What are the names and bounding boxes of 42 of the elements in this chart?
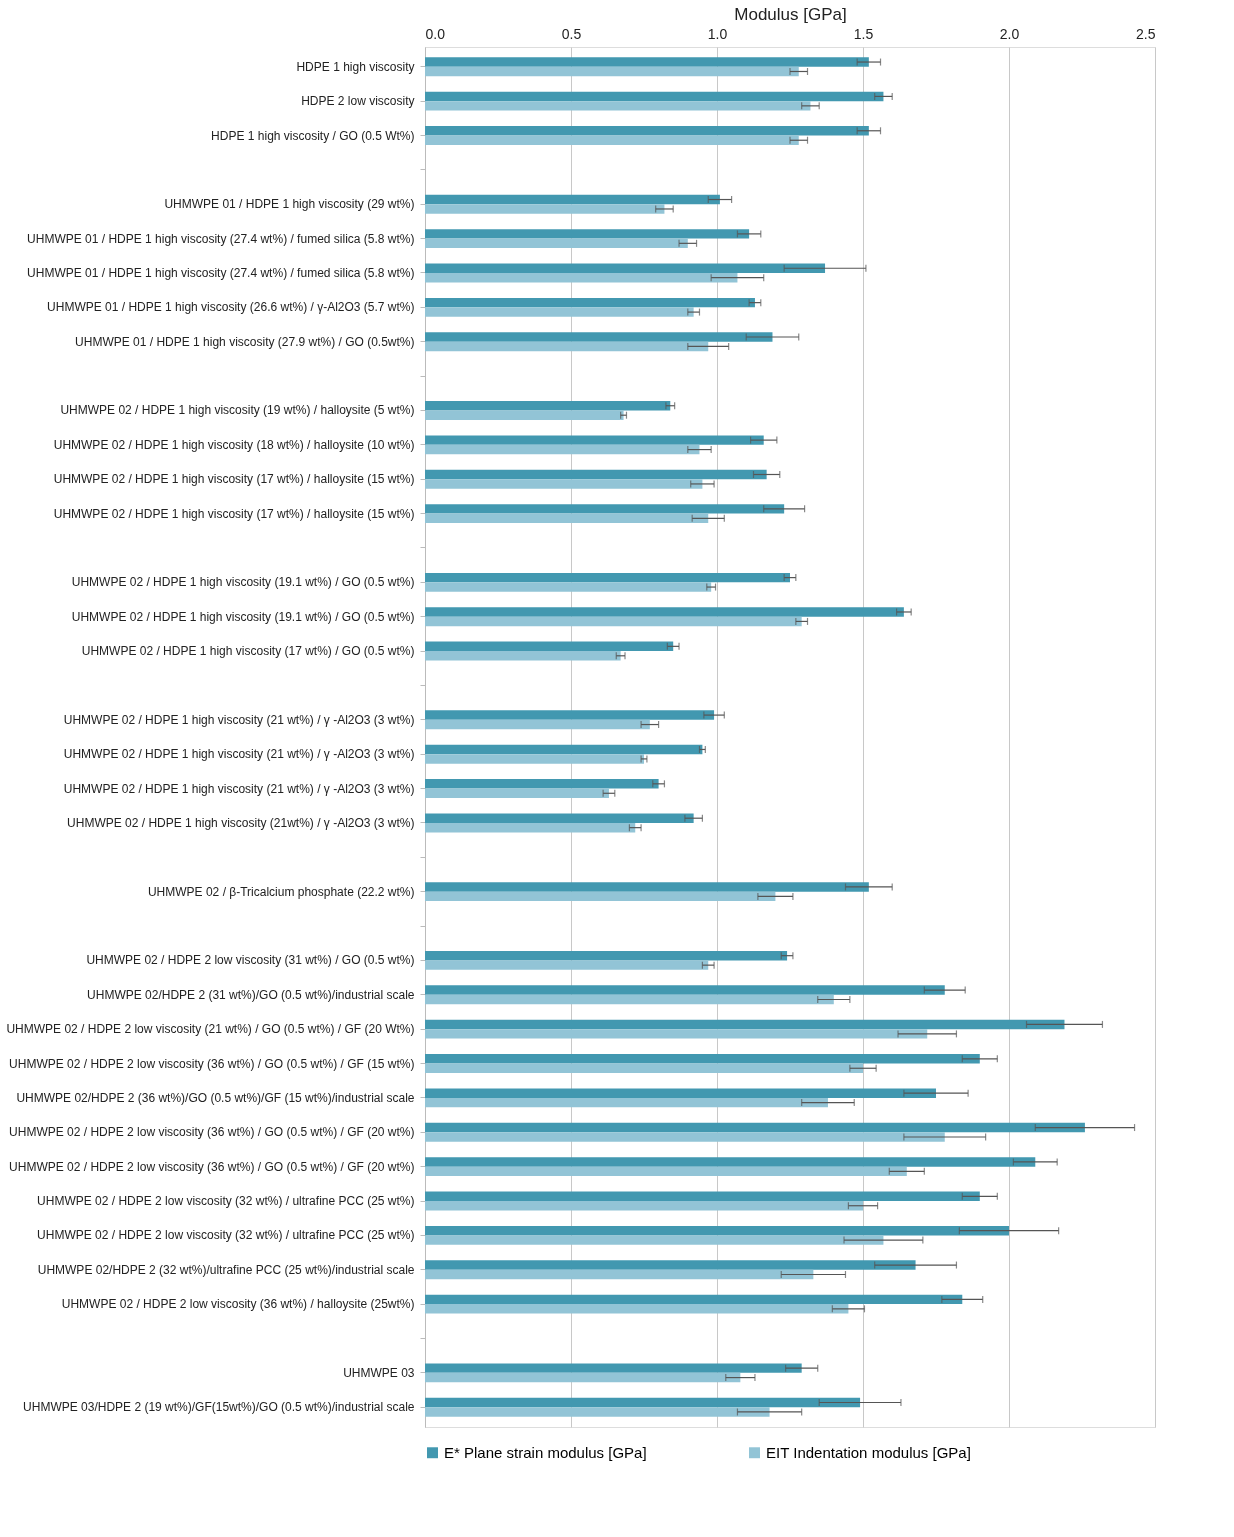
y-tick-label: UHMWPE 02 / HDPE 2 low viscosity (32 wt%) / ultrafine PCC (25 wt%) [37, 1194, 415, 1209]
y-tick-label: UHMWPE 02 / HDPE 2 low viscosity (36 wt%) / GO (0.5 wt%) / GF (15 wt%) [9, 1056, 415, 1071]
y-tick-label: UHMWPE 01 / HDPE 1 high viscosity (27.9 wt%) / GO (0.5wt%) [75, 334, 415, 349]
y-tick-label: UHMWPE 01 / HDPE 1 high viscosity (27.4 wt%) / fumed silica (5.8 wt%) [27, 231, 415, 246]
x-tick-label: 1.0 [707, 25, 728, 42]
y-tick-label: UHMWPE 02 / HDPE 1 high viscosity (19 wt%) / halloysite (5 wt%) [60, 403, 415, 418]
x-tick-label: 0.5 [561, 25, 582, 42]
y-tick-label: UHMWPE 02 / HDPE 2 low viscosity (36 wt%) / GO (0.5 wt%) / GF (20 wt%) [9, 1125, 415, 1140]
y-tick-label: HDPE 1 high viscosity [296, 59, 415, 74]
y-tick-label: UHMWPE 01 / HDPE 1 high viscosity (26.6 wt%) / γ-Al2O3 (5.7 wt%) [47, 300, 415, 315]
y-tick-label: UHMWPE 02 / HDPE 2 low viscosity (31 wt%) / GO (0.5 wt%) [86, 953, 415, 968]
x-tick-label: 1.5 [853, 25, 874, 42]
y-tick-label: UHMWPE 02 / HDPE 1 high viscosity (17 wt%) / GO (0.5 wt%) [81, 644, 415, 659]
y-tick-label: UHMWPE 02 / HDPE 2 low viscosity (21 wt%) / GO (0.5 wt%) / GF (20 Wt%) [6, 1022, 415, 1037]
y-tick-label: UHMWPE 03 [343, 1365, 415, 1380]
x-axis-title: Modulus [GPa] [734, 4, 847, 24]
legend-label: EIT Indentation modulus [GPa] [766, 1443, 971, 1461]
y-tick-label: UHMWPE 02 / HDPE 1 high viscosity (21 wt%) / γ -Al2O3 (3 wt%) [63, 781, 415, 796]
y-tick-label: UHMWPE 02 / HDPE 2 low viscosity (36 wt%) / GO (0.5 wt%) / GF (20 wt%) [9, 1159, 415, 1174]
y-tick-label: UHMWPE 02 / HDPE 1 high viscosity (17 wt%) / halloysite (15 wt%) [53, 506, 415, 521]
x-tick-label: 2.5 [1136, 25, 1156, 42]
x-tick-label: 0.0 [425, 25, 446, 42]
y-tick-label: UHMWPE 02 / β-Tricalcium phosphate (22.2 wt%) [147, 884, 415, 899]
y-tick-label: HDPE 1 high viscosity / GO (0.5 Wt%) [211, 128, 415, 143]
y-tick-label: UHMWPE 02 / HDPE 1 high viscosity (21wt%) / γ -Al2O3 (3 wt%) [67, 815, 415, 830]
y-tick-label: UHMWPE 02 / HDPE 1 high viscosity (18 wt%) / halloysite (10 wt%) [53, 437, 415, 452]
legend-label: E* Plane strain modulus [GPa] [444, 1443, 647, 1461]
y-tick-label: UHMWPE 02/HDPE 2 (31 wt%)/GO (0.5 wt%)/industrial scale [87, 987, 415, 1002]
y-tick-label: UHMWPE 01 / HDPE 1 high viscosity (27.4 wt%) / fumed silica (5.8 wt%) [27, 265, 415, 280]
y-tick-label: UHMWPE 02 / HDPE 2 low viscosity (32 wt%) / ultrafine PCC (25 wt%) [37, 1228, 415, 1243]
y-tick-label: UHMWPE 02/HDPE 2 (36 wt%)/GO (0.5 wt%)/GF (15 wt%)/industrial scale [16, 1090, 415, 1105]
y-tick-label: UHMWPE 03/HDPE 2 (19 wt%)/GF(15wt%)/GO (0.5 wt%)/industrial scale [23, 1400, 415, 1415]
y-tick-label: UHMWPE 02 / HDPE 1 high viscosity (21 wt%) / γ -Al2O3 (3 wt%) [63, 747, 415, 762]
y-tick-label: UHMWPE 02 / HDPE 1 high viscosity (17 wt%) / halloysite (15 wt%) [53, 472, 415, 487]
y-tick-label: UHMWPE 02 / HDPE 1 high viscosity (19.1 wt%) / GO (0.5 wt%) [71, 575, 415, 590]
y-tick-label: UHMWPE 02 / HDPE 2 low viscosity (36 wt%) / halloysite (25wt%) [61, 1297, 415, 1312]
y-tick-label: UHMWPE 01 / HDPE 1 high viscosity (29 wt%) [164, 197, 415, 212]
y-tick-label: HDPE 2 low viscosity [301, 94, 415, 109]
y-tick-label: UHMWPE 02/HDPE 2 (32 wt%)/ultrafine PCC (25 wt%)/industrial scale [37, 1262, 415, 1277]
x-tick-label: 2.0 [999, 25, 1020, 42]
y-tick-label: UHMWPE 02 / HDPE 1 high viscosity (19.1 wt%) / GO (0.5 wt%) [71, 609, 415, 624]
y-tick-label: UHMWPE 02 / HDPE 1 high viscosity (21 wt%) / γ -Al2O3 (3 wt%) [63, 712, 415, 727]
